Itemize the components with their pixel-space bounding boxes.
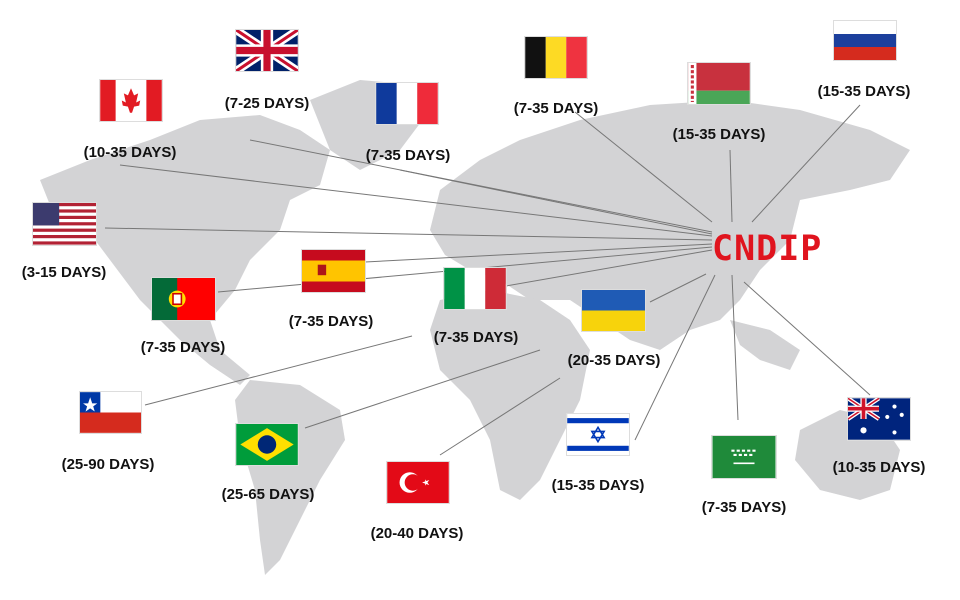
belgium-flag-icon [525, 37, 587, 78]
north-america [40, 115, 330, 385]
italy-flag-icon [444, 268, 506, 309]
route-line-spain [364, 243, 713, 263]
delivery-label-france: (7-35 DAYS) [365, 147, 451, 164]
portugal-flag-icon [152, 278, 215, 320]
delivery-label-brazil: (25-65 DAYS) [221, 486, 315, 503]
route-line-saudi [731, 274, 739, 421]
turkey-flag-icon [387, 462, 449, 503]
route-line-ukraine [649, 273, 707, 303]
hub-label: CNDIP [712, 229, 823, 269]
delivery-label-russia: (15-35 DAYS) [817, 83, 911, 100]
route-line-usa [104, 227, 713, 241]
delivery-label-spain: (7-35 DAYS) [288, 313, 374, 330]
uk-flag-icon [236, 30, 298, 71]
route-line-russia [751, 104, 861, 223]
france-flag-icon [376, 83, 438, 124]
route-lines [104, 104, 871, 456]
route-line-italy [505, 249, 713, 287]
chile-flag-icon [80, 392, 141, 433]
spain-flag-icon [302, 250, 365, 292]
route-line-chile [144, 335, 413, 406]
delivery-label-ukraine: (20-35 DAYS) [567, 352, 661, 369]
delivery-label-uk: (7-25 DAYS) [224, 95, 310, 112]
africa [430, 290, 590, 500]
route-line-israel [634, 274, 716, 441]
south-america [235, 380, 345, 575]
route-line-belgium [574, 111, 713, 223]
delivery-label-italy: (7-35 DAYS) [433, 329, 519, 346]
delivery-label-usa: (3-15 DAYS) [21, 264, 107, 281]
route-line-canada [119, 164, 713, 237]
brazil-flag-icon [236, 424, 298, 465]
delivery-label-saudi-arabia: (7-35 DAYS) [701, 499, 787, 516]
delivery-label-israel: (15-35 DAYS) [551, 477, 645, 494]
delivery-label-portugal: (7-35 DAYS) [140, 339, 226, 356]
route-line-australia [743, 281, 871, 396]
route-line-belarus [729, 149, 733, 223]
israel-flag-icon [567, 414, 629, 455]
australia-flag-icon [848, 398, 910, 440]
route-line-turkey [439, 377, 561, 456]
usa-flag-icon [33, 203, 96, 245]
route-line-brazil [304, 349, 541, 429]
canada-flag-icon [100, 80, 162, 121]
belarus-flag-icon [688, 63, 750, 104]
delivery-label-canada: (10-35 DAYS) [83, 144, 177, 161]
southeast-asia [730, 320, 800, 370]
delivery-label-belarus: (15-35 DAYS) [672, 126, 766, 143]
delivery-label-chile: (25-90 DAYS) [61, 456, 155, 473]
route-line-france [399, 169, 713, 235]
delivery-label-turkey: (20-40 DAYS) [370, 525, 464, 542]
ukraine-flag-icon [582, 290, 645, 331]
saudi-arabia-flag-icon [712, 436, 776, 478]
russia-flag-icon [834, 21, 896, 60]
delivery-label-belgium: (7-35 DAYS) [513, 100, 599, 117]
delivery-label-australia: (10-35 DAYS) [832, 459, 926, 476]
route-line-uk [249, 139, 713, 233]
